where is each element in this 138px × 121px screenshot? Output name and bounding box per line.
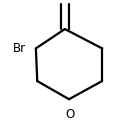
Text: Br: Br <box>13 42 26 55</box>
Text: O: O <box>66 108 75 121</box>
